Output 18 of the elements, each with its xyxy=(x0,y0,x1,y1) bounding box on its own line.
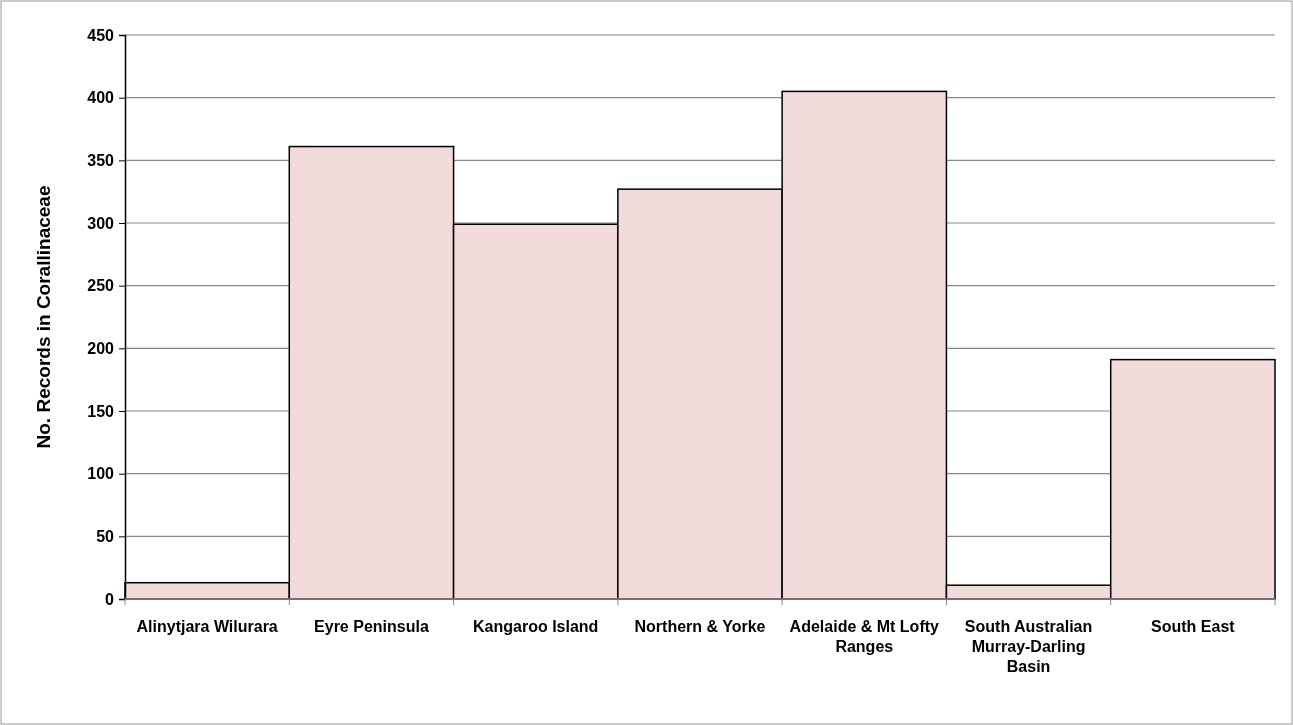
x-tick-label: South Australian Murray-Darling Basin xyxy=(964,618,1093,675)
y-tick-label: 300 xyxy=(87,214,115,232)
y-tick-label: 450 xyxy=(87,26,115,44)
x-tick-label: Northern & Yorke xyxy=(634,618,766,635)
y-tick-label: 150 xyxy=(87,402,115,420)
x-tick-label: Adelaide & Mt Lofty Ranges xyxy=(789,618,940,655)
y-tick-label: 350 xyxy=(87,151,115,169)
y-tick-label: 250 xyxy=(87,277,115,295)
x-tick-label: Kangaroo Island xyxy=(473,618,599,635)
y-tick-label: 400 xyxy=(87,89,115,107)
y-tick-label: 100 xyxy=(87,465,115,483)
y-tick-label: 200 xyxy=(87,339,115,357)
x-tick-label: Eyre Peninsula xyxy=(314,618,429,635)
x-tick-label: Alinytjara Wilurara xyxy=(136,618,278,635)
y-axis-title: No. Records in Corallinaceae xyxy=(33,185,54,449)
x-tick-label: South East xyxy=(1151,618,1236,635)
y-tick-label: 0 xyxy=(105,590,115,608)
y-tick-label: 50 xyxy=(96,527,115,545)
